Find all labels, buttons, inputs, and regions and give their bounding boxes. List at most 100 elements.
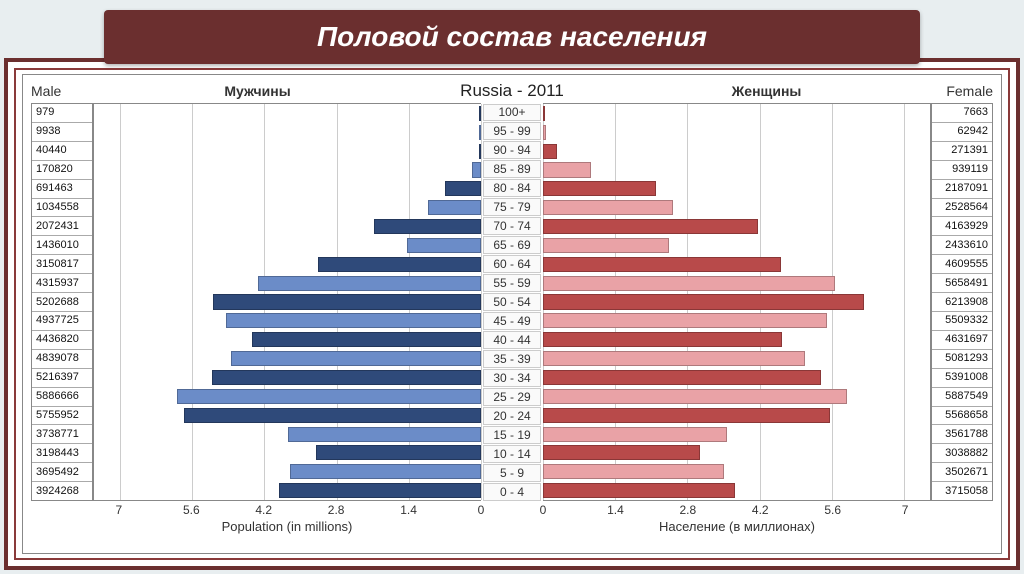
female-value: 5887549 [932, 388, 992, 407]
inner-frame: Male Мужчины Russia - 2011 Женщины Femal… [14, 68, 1010, 560]
male-bar [428, 200, 481, 215]
male-bar [407, 238, 481, 253]
age-label: 10 - 14 [483, 445, 541, 463]
age-label: 0 - 4 [483, 483, 541, 501]
x-tick: 0 [478, 503, 485, 517]
male-value: 3738771 [32, 425, 92, 444]
female-value: 3561788 [932, 425, 992, 444]
male-value: 3198443 [32, 444, 92, 463]
x-tick: 5.6 [824, 503, 841, 517]
male-value: 1436010 [32, 236, 92, 255]
female-value: 5568658 [932, 407, 992, 426]
female-bar [543, 276, 835, 291]
male-bar [318, 257, 481, 272]
female-value: 271391 [932, 142, 992, 161]
female-value: 62942 [932, 123, 992, 142]
x-tick: 0 [540, 503, 547, 517]
female-value: 5391008 [932, 369, 992, 388]
female-value: 939119 [932, 161, 992, 180]
label-male-ru: Мужчины [93, 83, 422, 99]
female-bar [543, 200, 673, 215]
age-label: 85 - 89 [483, 160, 541, 178]
female-value: 4631697 [932, 331, 992, 350]
age-label: 65 - 69 [483, 236, 541, 254]
female-bar [543, 144, 557, 159]
male-bar [213, 294, 481, 309]
chart-header: Male Мужчины Russia - 2011 Женщины Femal… [31, 81, 993, 101]
x-tick: 7 [116, 503, 123, 517]
male-bar [279, 483, 481, 498]
age-label: 60 - 64 [483, 255, 541, 273]
female-bar [543, 408, 830, 423]
x-tick: 2.8 [328, 503, 345, 517]
female-bar [543, 427, 727, 442]
female-value: 3502671 [932, 463, 992, 482]
age-label: 55 - 59 [483, 274, 541, 292]
male-value: 5216397 [32, 369, 92, 388]
age-label: 90 - 94 [483, 141, 541, 159]
male-bar [226, 313, 481, 328]
male-bar [479, 106, 481, 121]
male-value: 40440 [32, 142, 92, 161]
male-value: 4436820 [32, 331, 92, 350]
female-value-column: 7663629422713919391192187091252856441639… [931, 103, 993, 501]
age-label: 20 - 24 [483, 407, 541, 425]
female-value: 3038882 [932, 444, 992, 463]
female-bar [543, 257, 781, 272]
female-bar [543, 238, 669, 253]
axis-label-right: Население (в миллионах) [543, 519, 931, 534]
title-banner: Половой состав населения [104, 10, 920, 64]
female-bar [543, 313, 827, 328]
female-bar [543, 181, 656, 196]
female-bar [543, 389, 847, 404]
label-female-ru: Женщины [602, 83, 931, 99]
female-bar [543, 483, 735, 498]
female-value: 2433610 [932, 236, 992, 255]
male-value: 1034558 [32, 199, 92, 218]
male-value: 3695492 [32, 463, 92, 482]
chart-title: Russia - 2011 [422, 81, 602, 101]
male-value: 5886666 [32, 388, 92, 407]
female-bar [543, 370, 821, 385]
male-value: 691463 [32, 180, 92, 199]
male-bar [445, 181, 481, 196]
male-value: 979 [32, 104, 92, 123]
female-value: 5509332 [932, 312, 992, 331]
axis-label-left: Population (in millions) [93, 519, 481, 534]
age-labels: 100+95 - 9990 - 9485 - 8980 - 8475 - 797… [481, 103, 543, 501]
x-tick: 7 [902, 503, 909, 517]
male-bar [258, 276, 481, 291]
male-value: 2072431 [32, 217, 92, 236]
x-axis-left: 75.64.22.81.40 Population (in millions) [93, 503, 481, 537]
x-tick: 2.8 [680, 503, 697, 517]
female-value: 5658491 [932, 274, 992, 293]
female-value: 2187091 [932, 180, 992, 199]
age-label: 80 - 84 [483, 179, 541, 197]
population-pyramid-chart: Male Мужчины Russia - 2011 Женщины Femal… [22, 74, 1002, 554]
female-value: 7663 [932, 104, 992, 123]
x-tick: 5.6 [183, 503, 200, 517]
age-label: 5 - 9 [483, 464, 541, 482]
female-value: 4163929 [932, 217, 992, 236]
female-value: 2528564 [932, 199, 992, 218]
age-label: 75 - 79 [483, 198, 541, 216]
male-value: 4315937 [32, 274, 92, 293]
age-label: 40 - 44 [483, 331, 541, 349]
female-bar [543, 106, 545, 121]
female-bar [543, 464, 724, 479]
male-value: 4937725 [32, 312, 92, 331]
female-value: 3715058 [932, 482, 992, 500]
male-bar [184, 408, 481, 423]
x-tick: 4.2 [255, 503, 272, 517]
male-bar [479, 125, 481, 140]
age-label: 35 - 39 [483, 350, 541, 368]
male-bars [93, 103, 481, 501]
male-value: 4839078 [32, 350, 92, 369]
x-axis-right: 01.42.84.25.67 Население (в миллионах) [543, 503, 931, 537]
female-bar [543, 294, 864, 309]
male-value: 3924268 [32, 482, 92, 500]
age-label: 25 - 29 [483, 388, 541, 406]
female-bar [543, 445, 700, 460]
female-value: 5081293 [932, 350, 992, 369]
female-bar [543, 162, 591, 177]
